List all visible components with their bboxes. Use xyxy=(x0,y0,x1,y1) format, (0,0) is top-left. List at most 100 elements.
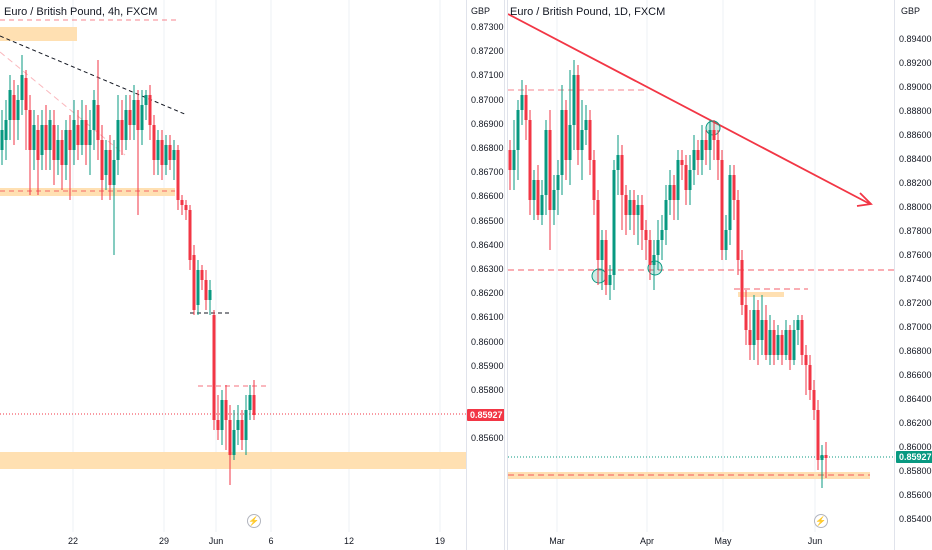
candle-body xyxy=(756,310,760,340)
right-price-tick: 0.88400 xyxy=(899,154,932,164)
candle-body xyxy=(12,95,16,120)
arrow-head xyxy=(856,192,873,207)
candle-body xyxy=(92,100,96,130)
candle-body xyxy=(804,355,808,365)
candle-body xyxy=(548,130,552,210)
lightning-icon[interactable]: ⚡ xyxy=(814,514,828,528)
candle-body xyxy=(132,100,136,125)
candle-body xyxy=(700,140,704,160)
candle-body xyxy=(220,400,224,430)
right-price-tick: 0.89000 xyxy=(899,82,932,92)
left-price-tick: 0.87000 xyxy=(471,94,504,105)
candle-body xyxy=(44,125,48,150)
left-price-tick: 0.87200 xyxy=(471,46,504,57)
candle-body xyxy=(784,330,788,355)
left-price-tick: 0.86000 xyxy=(471,336,504,347)
left-chart-pane[interactable]: Euro / British Pound, 4h, FXCM GBP 0.873… xyxy=(0,0,504,550)
right-chart-pane[interactable]: Euro / British Pound, 1D, FXCM GBP 0.894… xyxy=(508,0,932,550)
candle-body xyxy=(524,95,528,120)
supply-zone xyxy=(0,27,77,41)
candle-body xyxy=(572,75,576,125)
candle-body xyxy=(212,315,216,420)
candle-body xyxy=(32,125,36,150)
candle-body xyxy=(108,150,112,185)
right-price-tick: 0.86400 xyxy=(899,394,932,404)
candle-body xyxy=(64,130,68,165)
left-price-plot[interactable] xyxy=(0,0,466,532)
candle-body xyxy=(764,320,768,355)
candle-body xyxy=(148,95,152,125)
candle-body xyxy=(640,205,644,230)
candle-body xyxy=(620,155,624,195)
candle-body xyxy=(520,95,524,110)
candle-body xyxy=(508,150,512,170)
right-time-axis[interactable]: Mar Apr May Jun xyxy=(508,534,894,550)
candle-body xyxy=(540,195,544,215)
candle-body xyxy=(796,320,800,330)
candle-body xyxy=(140,105,144,130)
trendline xyxy=(0,51,126,156)
candle-body xyxy=(716,140,720,160)
candle-body xyxy=(532,180,536,200)
candle-body xyxy=(712,130,716,140)
candle-body xyxy=(168,145,172,160)
support-zone xyxy=(0,452,466,469)
candle-body xyxy=(680,160,684,165)
candle-body xyxy=(40,125,44,155)
candle-body xyxy=(116,120,120,160)
left-time-label: 19 xyxy=(434,536,446,546)
candle-body xyxy=(560,110,564,175)
trendline xyxy=(0,35,188,116)
candle-body xyxy=(164,145,168,165)
left-price-scale[interactable]: GBP 0.87300 0.87200 0.87100 0.87000 0.86900 0… xyxy=(466,0,504,550)
candle-body xyxy=(776,335,780,355)
left-time-axis[interactable]: 22 29 Jun 6 12 19 xyxy=(0,534,466,550)
right-price-tick: 0.88200 xyxy=(899,178,932,188)
lightning-icon[interactable]: ⚡ xyxy=(247,514,261,528)
candle-body xyxy=(144,95,148,105)
right-price-tick: 0.85400 xyxy=(899,514,932,524)
right-price-plot[interactable] xyxy=(508,0,894,532)
candle-body xyxy=(644,230,648,240)
left-price-tick: 0.87100 xyxy=(471,70,504,81)
candle-body xyxy=(688,170,692,190)
left-price-tick: 0.86500 xyxy=(471,215,504,226)
candle-body xyxy=(772,330,776,355)
candle-body xyxy=(196,270,200,305)
right-price-tick: 0.87200 xyxy=(899,298,932,308)
candle-body xyxy=(36,130,40,160)
candle-body xyxy=(824,455,828,458)
candle-body xyxy=(568,125,572,160)
right-price-tick: 0.86800 xyxy=(899,346,932,356)
candle-body xyxy=(556,175,560,190)
right-time-label: Mar xyxy=(549,536,565,546)
right-price-tick: 0.87800 xyxy=(899,226,932,236)
candle-body xyxy=(652,255,656,265)
candle-body xyxy=(244,410,248,440)
candle-body xyxy=(0,130,4,150)
candle-body xyxy=(236,420,240,430)
candle-body xyxy=(608,275,612,285)
candle-body xyxy=(588,120,592,160)
candle-body xyxy=(188,210,192,260)
candle-body xyxy=(84,120,88,145)
candle-body xyxy=(180,200,184,205)
left-time-label: 6 xyxy=(268,536,274,546)
candle-body xyxy=(176,150,180,200)
right-price-tick: 0.89400 xyxy=(899,34,932,44)
candle-body xyxy=(544,130,548,195)
pane-divider[interactable] xyxy=(504,0,508,550)
demand-zone xyxy=(0,188,175,196)
candle-body xyxy=(648,240,652,265)
candle-body xyxy=(48,120,52,150)
candle-body xyxy=(516,110,520,150)
left-price-tick: 0.86100 xyxy=(471,312,504,323)
right-price-scale[interactable]: GBP 0.89400 0.89200 0.89000 0.88800 0.88600 0… xyxy=(894,0,932,550)
candle-body xyxy=(124,110,128,140)
candle-body xyxy=(120,120,124,140)
candle-body xyxy=(780,335,784,355)
candle-body xyxy=(732,175,736,200)
candle-body xyxy=(704,140,708,150)
left-time-label: 29 xyxy=(158,536,170,546)
candle-body xyxy=(788,330,792,360)
